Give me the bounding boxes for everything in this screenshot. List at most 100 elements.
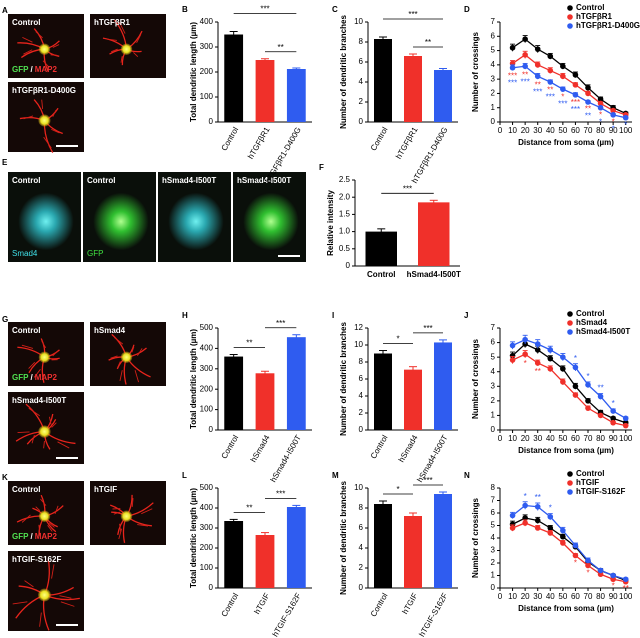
data-point: [547, 366, 554, 372]
significance-label: ***: [276, 319, 285, 328]
significance-label: *: [624, 120, 627, 129]
data-point: [522, 502, 528, 509]
x-tick-label: 60: [571, 434, 580, 443]
significance-label: *: [612, 117, 615, 126]
x-tick-label: hTGIF-S162F: [271, 591, 303, 638]
y-tick-label: 200: [200, 384, 214, 393]
cell-signal: [93, 192, 149, 251]
y-axis-label: Number of crossings: [471, 338, 480, 419]
channel-label: GFP: [87, 249, 103, 258]
data-point: [522, 520, 528, 526]
legend-marker: [567, 14, 573, 20]
bar: [255, 373, 275, 430]
y-tick-label: 2: [359, 408, 364, 417]
series-line: [512, 65, 626, 119]
y-tick-label: 400: [200, 503, 214, 512]
y-tick-label: 4: [359, 543, 364, 552]
y-tick-label: 3: [491, 381, 496, 390]
micrograph: [8, 14, 84, 78]
significance-label: ***: [508, 72, 517, 81]
stain-name: /: [30, 373, 33, 382]
data-point: [509, 64, 516, 71]
y-axis-label: Total dendritic length (µm): [189, 22, 198, 122]
y-tick-label: 12: [354, 323, 363, 332]
image-label: hSmad4-I500T: [12, 396, 66, 405]
y-tick-label: 2: [491, 558, 496, 567]
data-point: [534, 73, 541, 80]
dendrite-branch: [54, 505, 59, 515]
data-point: [560, 73, 566, 80]
data-point: [585, 557, 591, 564]
data-point: [585, 90, 591, 97]
soma: [38, 351, 51, 363]
data-point: [572, 364, 579, 371]
dendrite-branch: [113, 511, 120, 515]
y-tick-label: 0: [359, 583, 364, 592]
image-label: Control: [12, 176, 40, 185]
soma: [38, 510, 51, 522]
legend-label: Control: [576, 469, 604, 478]
bar: [286, 337, 306, 430]
bar: [404, 369, 422, 430]
bar: [255, 60, 275, 122]
bar: [374, 39, 392, 122]
data-point: [547, 525, 554, 531]
y-tick-label: 0: [209, 117, 214, 126]
y-tick-label: 8: [359, 503, 364, 512]
y-tick-label: 2: [491, 396, 496, 405]
x-tick-label: hTGIF-S162F: [417, 591, 449, 638]
y-tick-label: 2: [359, 97, 364, 106]
data-point: [534, 347, 541, 353]
micrograph: [83, 172, 156, 262]
x-tick-label: hSmad4: [249, 433, 272, 464]
data-point: [622, 422, 629, 429]
significance-label: *: [561, 92, 564, 101]
image-label: hTGFβR1-D400G: [12, 86, 76, 95]
y-tick-label: 6: [491, 508, 496, 517]
x-tick-label: 90: [609, 434, 618, 443]
legend-marker: [567, 471, 573, 477]
y-axis-label: Relative intensity: [326, 190, 335, 256]
image-label: hTGIF: [94, 485, 117, 494]
x-tick-label: 70: [584, 434, 593, 443]
y-tick-label: 10: [354, 483, 363, 492]
dendrite-branch: [51, 422, 57, 428]
data-point: [547, 513, 554, 520]
y-tick-label: 300: [200, 364, 214, 373]
dendrite-branch: [60, 601, 75, 607]
data-point: [572, 92, 579, 98]
dendrite-branch: [134, 370, 140, 383]
dendrite-branch: [43, 136, 52, 149]
bar: [365, 231, 397, 266]
panel-letter: J: [464, 311, 468, 320]
dendrite-branch: [23, 115, 34, 120]
legend-label: hTGFβR1: [576, 12, 613, 21]
dendrite-branch: [59, 595, 72, 599]
panel-letter: B: [182, 5, 188, 14]
y-tick-label: 5: [491, 46, 496, 55]
x-tick-label: hTGIF: [252, 591, 271, 615]
data-point: [509, 357, 516, 363]
significance-label: *: [599, 110, 602, 119]
y-tick-label: 4: [491, 60, 496, 69]
y-tick-label: 8: [359, 357, 364, 366]
y-tick-label: 6: [491, 338, 496, 347]
y-tick-label: 6: [359, 374, 364, 383]
stain-name: /: [30, 65, 33, 74]
dendrite-branch: [52, 109, 57, 117]
y-axis-label: Number of crossings: [471, 497, 480, 578]
y-axis-label: Number of dendritic branches: [339, 15, 348, 129]
dendrite-branch: [52, 44, 60, 48]
legend-marker: [567, 23, 573, 29]
significance-label: *: [586, 372, 589, 381]
y-axis-label: Total dendritic length (µm): [189, 488, 198, 588]
y-tick-label: 0: [359, 117, 364, 126]
legend-label: hSmad4-I500T: [576, 327, 630, 336]
series-line: [512, 522, 626, 583]
dendrite-branch: [41, 99, 44, 110]
data-point: [597, 100, 604, 107]
x-tick-label: 30: [533, 434, 542, 443]
dendrite-branch: [38, 524, 41, 534]
dendrite-branch: [119, 22, 126, 34]
